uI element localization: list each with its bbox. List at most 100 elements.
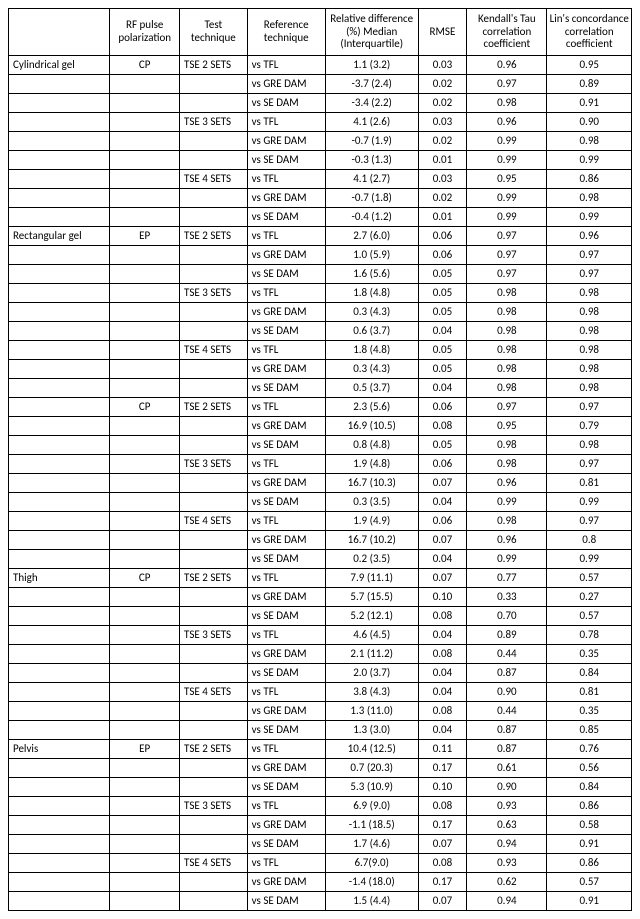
cell: 0.96: [467, 112, 547, 131]
cell: [110, 435, 180, 454]
cell: 1.1 (3.2): [325, 55, 418, 74]
cell: 0.06: [418, 454, 467, 473]
cell: TSE 3 SETS: [180, 112, 248, 131]
table-row: ThighCPTSE 2 SETSvs TFL7.9 (11.1)0.070.7…: [9, 568, 632, 587]
cell: [9, 625, 110, 644]
cell: [9, 587, 110, 606]
cell: [180, 150, 248, 169]
cell: 0.87: [467, 720, 547, 739]
cell: 1.8 (4.8): [325, 340, 418, 359]
col-header-7: Lin's concordance correlation coefficien…: [547, 9, 632, 56]
table-row: vs SE DAM2.0 (3.7)0.040.870.84: [9, 663, 632, 682]
cell: 0.44: [467, 701, 547, 720]
cell: [9, 245, 110, 264]
cell: 0.02: [418, 188, 467, 207]
cell: 0.02: [418, 93, 467, 112]
cell: [9, 853, 110, 872]
cell: 0.93: [467, 796, 547, 815]
cell: 0.98: [467, 302, 547, 321]
cell: 0.57: [547, 568, 632, 587]
cell: 0.02: [418, 131, 467, 150]
cell: vs TFL: [247, 625, 325, 644]
cell: 0.81: [547, 473, 632, 492]
cell: 0.70: [467, 606, 547, 625]
cell: 3.8 (4.3): [325, 682, 418, 701]
cell: vs SE DAM: [247, 492, 325, 511]
cell: vs TFL: [247, 397, 325, 416]
cell: [9, 435, 110, 454]
cell: 0.98: [467, 359, 547, 378]
cell: 0.99: [467, 207, 547, 226]
cell: [9, 891, 110, 910]
cell: [110, 625, 180, 644]
cell: 0.63: [467, 815, 547, 834]
cell: [9, 264, 110, 283]
table-row: TSE 3 SETSvs TFL1.8 (4.8)0.050.980.98: [9, 283, 632, 302]
cell: [9, 644, 110, 663]
cell: vs GRE DAM: [247, 74, 325, 93]
table-row: vs GRE DAM16.7 (10.3)0.070.960.81: [9, 473, 632, 492]
cell: vs GRE DAM: [247, 473, 325, 492]
cell: [180, 891, 248, 910]
cell: [9, 74, 110, 93]
cell: -0.4 (1.2): [325, 207, 418, 226]
cell: Thigh: [9, 568, 110, 587]
cell: 0.97: [467, 245, 547, 264]
table-row: vs GRE DAM2.1 (11.2)0.080.440.35: [9, 644, 632, 663]
cell: [9, 359, 110, 378]
cell: [9, 454, 110, 473]
cell: vs GRE DAM: [247, 644, 325, 663]
cell: [110, 378, 180, 397]
cell: -1.1 (18.5): [325, 815, 418, 834]
cell: 0.04: [418, 625, 467, 644]
cell: 0.90: [467, 777, 547, 796]
cell: 0.99: [467, 150, 547, 169]
cell: [9, 302, 110, 321]
cell: [180, 264, 248, 283]
col-header-5: RMSE: [418, 9, 467, 56]
cell: 0.87: [467, 663, 547, 682]
cell: vs GRE DAM: [247, 815, 325, 834]
cell: 0.04: [418, 549, 467, 568]
cell: [9, 112, 110, 131]
cell: 0.99: [547, 207, 632, 226]
cell: TSE 4 SETS: [180, 511, 248, 530]
cell: 0.06: [418, 511, 467, 530]
cell: 0.89: [467, 625, 547, 644]
cell: [110, 549, 180, 568]
cell: 0.57: [547, 606, 632, 625]
cell: [9, 283, 110, 302]
cell: [180, 74, 248, 93]
cell: [180, 359, 248, 378]
cell: 0.07: [418, 568, 467, 587]
cell: [110, 93, 180, 112]
cell: 0.98: [467, 378, 547, 397]
cell: 0.17: [418, 815, 467, 834]
table-row: vs SE DAM0.5 (3.7)0.040.980.98: [9, 378, 632, 397]
cell: [110, 245, 180, 264]
cell: vs SE DAM: [247, 207, 325, 226]
cell: 0.90: [467, 682, 547, 701]
cell: 0.79: [547, 416, 632, 435]
cell: 0.97: [547, 397, 632, 416]
cell: [110, 454, 180, 473]
cell: 0.05: [418, 359, 467, 378]
cell: TSE 4 SETS: [180, 853, 248, 872]
cell: [9, 169, 110, 188]
cell: 1.5 (4.4): [325, 891, 418, 910]
cell: 0.03: [418, 169, 467, 188]
cell: 0.97: [467, 397, 547, 416]
cell: 16.9 (10.5): [325, 416, 418, 435]
cell: 4.1 (2.7): [325, 169, 418, 188]
cell: 0.97: [467, 264, 547, 283]
cell: [110, 891, 180, 910]
cell: [180, 606, 248, 625]
cell: 0.04: [418, 720, 467, 739]
cell: 0.03: [418, 55, 467, 74]
cell: -0.7 (1.8): [325, 188, 418, 207]
cell: 2.0 (3.7): [325, 663, 418, 682]
cell: vs GRE DAM: [247, 302, 325, 321]
cell: [9, 473, 110, 492]
cell: Cylindrical gel: [9, 55, 110, 74]
cell: [180, 492, 248, 511]
